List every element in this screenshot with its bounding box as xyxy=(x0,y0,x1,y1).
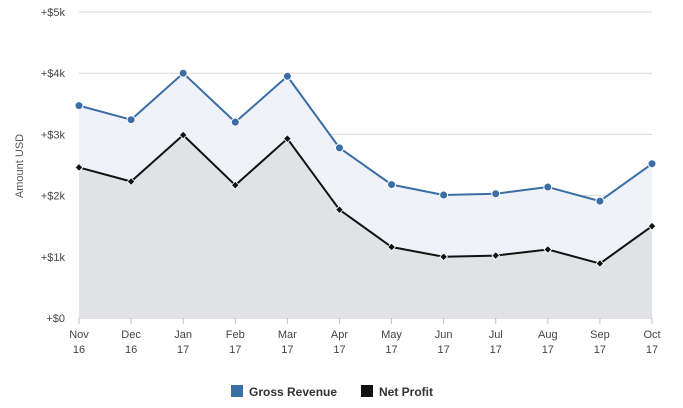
x-tick-label: Oct 17 xyxy=(643,329,660,356)
x-tick-label: Mar 17 xyxy=(278,329,297,356)
data-point[interactable] xyxy=(282,134,292,144)
y-tick-label: +$2k xyxy=(41,191,66,203)
x-tick-label: Dec 16 xyxy=(121,329,141,356)
x-tick-label: Aug 17 xyxy=(538,329,558,356)
data-point[interactable] xyxy=(282,71,292,81)
data-point[interactable] xyxy=(387,242,396,252)
x-tick-label: Sep 17 xyxy=(590,329,610,356)
x-tick-label: Nov 16 xyxy=(69,329,89,356)
data-point[interactable] xyxy=(439,252,449,262)
series-areas xyxy=(79,73,652,318)
data-point[interactable] xyxy=(178,68,188,78)
x-tick-label: Jun 17 xyxy=(435,329,453,356)
data-point[interactable] xyxy=(439,190,449,200)
x-tick-label: May 17 xyxy=(381,329,402,356)
data-point[interactable] xyxy=(647,221,657,231)
y-axis-title: Amount USD xyxy=(14,134,26,198)
series-area-1 xyxy=(79,135,652,318)
legend[interactable]: Gross Revenue Net Profit xyxy=(231,385,433,399)
series-line-1 xyxy=(78,134,653,265)
series-line-0 xyxy=(78,72,653,203)
data-point[interactable] xyxy=(74,163,84,172)
data-point[interactable] xyxy=(126,177,136,186)
data-point[interactable] xyxy=(178,130,188,140)
data-point[interactable] xyxy=(491,189,501,199)
x-axis-ticks: Nov 16 Dec 16 Jan 17 Feb 17 Mar 17 Apr 17 May 17 Jun 17… xyxy=(69,318,661,356)
data-point[interactable] xyxy=(595,196,605,206)
y-tick-label: +$0 xyxy=(46,313,65,325)
x-tick-label: Apr 17 xyxy=(331,329,348,356)
y-tick-label: +$4k xyxy=(41,68,66,80)
y-axis-ticks: +$0 +$1k +$2k +$3k +$4k +$5k xyxy=(41,7,66,325)
y-tick-label: +$3k xyxy=(41,129,66,141)
legend-label: Net Profit xyxy=(379,385,433,399)
data-point[interactable] xyxy=(543,182,553,192)
x-tick-label: Jan 17 xyxy=(174,329,192,356)
legend-swatch xyxy=(361,385,373,397)
legend-item[interactable]: Net Profit xyxy=(361,385,433,399)
y-tick-label: +$1k xyxy=(41,252,66,264)
data-point[interactable] xyxy=(126,115,136,125)
x-tick-label: Jul 17 xyxy=(489,329,503,356)
data-point[interactable] xyxy=(387,180,397,190)
data-point[interactable] xyxy=(543,245,553,254)
y-tick-label: +$5k xyxy=(41,7,66,19)
data-point[interactable] xyxy=(230,180,240,190)
data-point[interactable] xyxy=(647,159,657,169)
series-markers xyxy=(74,68,657,268)
data-point[interactable] xyxy=(334,143,344,153)
data-point[interactable] xyxy=(230,117,240,127)
data-point[interactable] xyxy=(491,251,501,260)
legend-swatch xyxy=(231,385,243,397)
legend-item[interactable]: Gross Revenue xyxy=(231,385,337,399)
data-point[interactable] xyxy=(74,101,84,111)
legend-label: Gross Revenue xyxy=(249,385,337,399)
data-point[interactable] xyxy=(595,259,605,268)
series-lines xyxy=(78,72,653,265)
x-tick-label: Feb 17 xyxy=(226,329,245,356)
data-point[interactable] xyxy=(335,205,344,215)
